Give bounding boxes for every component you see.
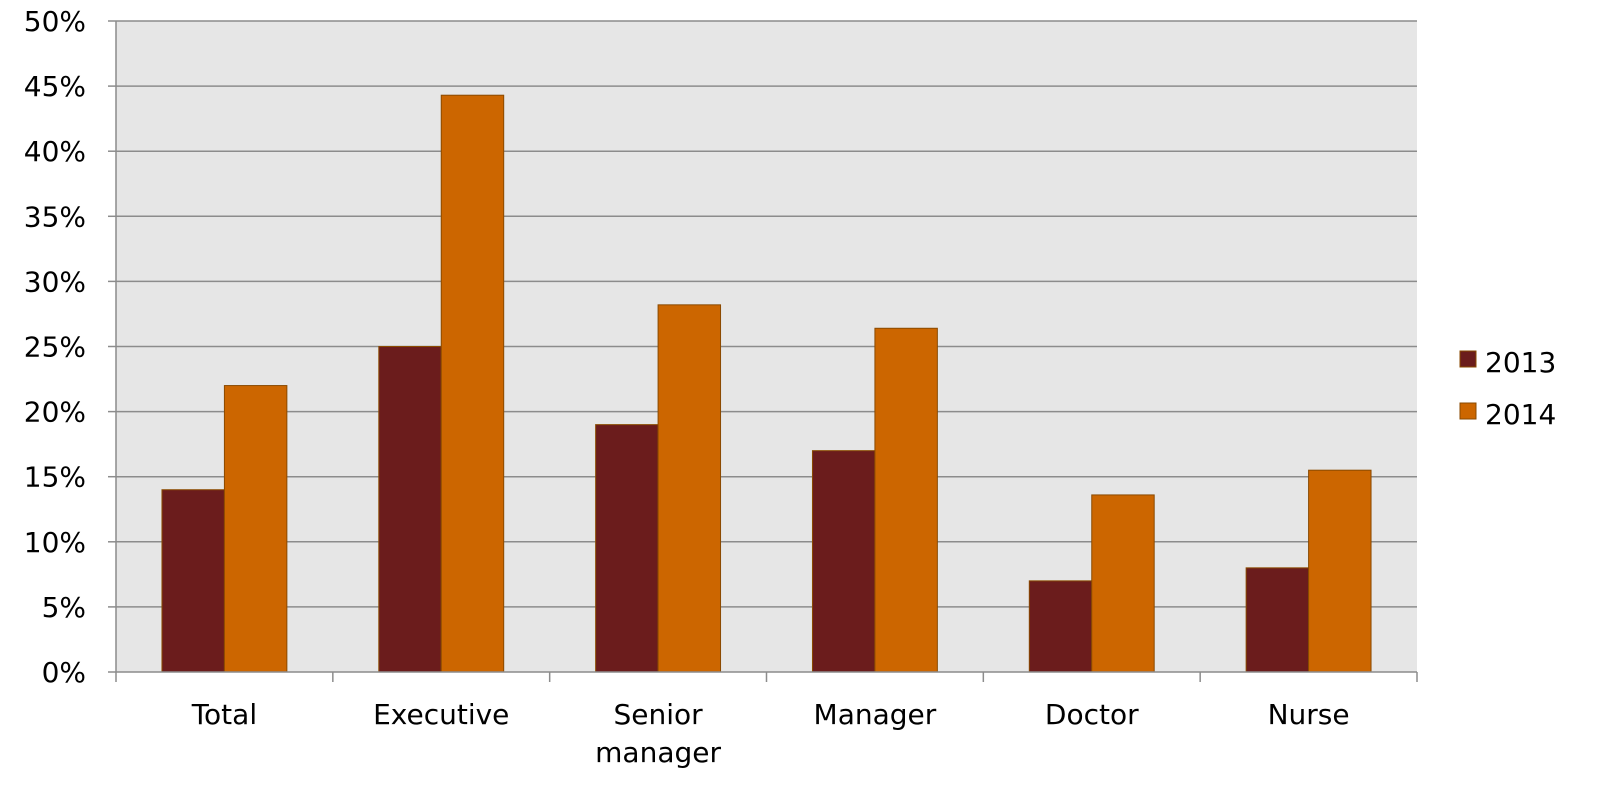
bar-2014 xyxy=(874,327,938,673)
y-tick-label: 40% xyxy=(24,135,86,168)
bars xyxy=(161,94,1372,673)
x-axis-category-labels: Total Executive Senior manager Manager Doctor… xyxy=(115,672,1418,769)
bar-2013 xyxy=(595,424,659,673)
x-category-label: Manager xyxy=(814,698,937,731)
legend: 2013 2014 xyxy=(1459,346,1556,431)
bar-2013 xyxy=(1028,580,1093,673)
bar-2013 xyxy=(1245,567,1310,673)
y-tick-label: 25% xyxy=(24,331,86,364)
legend-label-2013: 2013 xyxy=(1485,346,1556,379)
bar-2013 xyxy=(161,489,225,673)
x-category-label: Senior manager xyxy=(595,698,721,769)
y-tick-label: 0% xyxy=(42,656,86,689)
bar-2013 xyxy=(811,450,876,673)
bar-2014 xyxy=(657,304,722,673)
x-category-label: Executive xyxy=(373,698,509,731)
bar-2014 xyxy=(440,94,505,673)
gridlines xyxy=(116,20,1417,608)
legend-swatch-2013 xyxy=(1459,350,1477,368)
y-tick-label: 35% xyxy=(24,200,86,233)
y-tick-label: 10% xyxy=(24,526,86,559)
legend-label-2014: 2014 xyxy=(1485,398,1556,431)
x-category-label: Total xyxy=(191,698,257,731)
bar-2014 xyxy=(1091,494,1155,673)
y-tick-label: 20% xyxy=(24,396,86,429)
x-category-label: Nurse xyxy=(1268,698,1350,731)
bar-2014 xyxy=(1308,469,1372,673)
y-tick-label: 15% xyxy=(24,461,86,494)
bar-2013 xyxy=(378,346,442,673)
y-tick-label: 30% xyxy=(24,265,86,298)
y-tick-label: 45% xyxy=(24,70,86,103)
y-tick-label: 5% xyxy=(42,591,86,624)
y-axis-tick-labels: 0% 5% 10% 15% 20% 25% 30% 35% 40% 45% 50% xyxy=(24,5,116,689)
bar-2014 xyxy=(223,385,288,673)
x-category-label: Doctor xyxy=(1045,698,1139,731)
y-tick-label: 50% xyxy=(24,5,86,38)
legend-swatch-2014 xyxy=(1459,402,1477,420)
